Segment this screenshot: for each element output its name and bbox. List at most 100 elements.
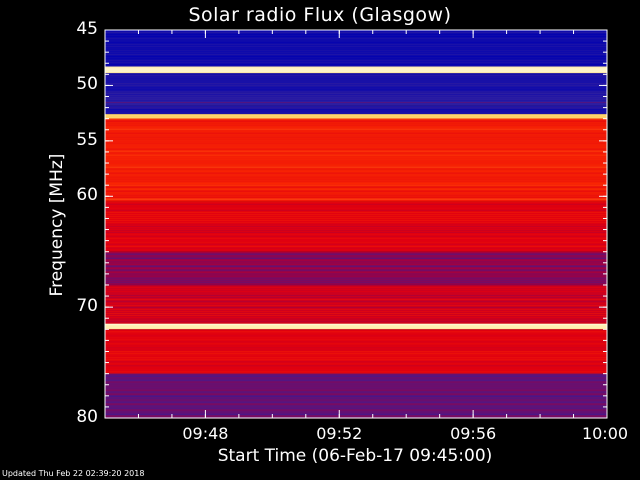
band-texture-line — [105, 407, 607, 409]
band-texture-line — [105, 365, 607, 367]
band-texture-line — [105, 298, 607, 300]
band-texture-line — [105, 34, 607, 35]
band-texture-line — [105, 335, 607, 337]
band-texture-line — [105, 40, 607, 41]
band-texture-line — [105, 333, 607, 335]
band-texture-line — [105, 148, 607, 150]
band-texture-line — [105, 379, 607, 381]
band-texture-line — [105, 184, 607, 186]
band-texture-line — [105, 73, 607, 75]
band-texture-line — [105, 180, 607, 182]
band-texture-line — [105, 120, 607, 122]
band-texture-line — [105, 213, 607, 215]
band-texture-line — [105, 194, 607, 196]
band-texture-line — [105, 367, 607, 369]
band-texture-line — [105, 261, 607, 263]
band-texture-line — [105, 142, 607, 144]
band-texture-line — [105, 373, 607, 375]
band-texture-line — [105, 223, 607, 225]
band-texture-line — [105, 124, 607, 126]
band-texture-line — [105, 83, 607, 85]
band-texture-line — [105, 46, 607, 47]
band-texture-line — [105, 182, 607, 184]
band-texture-line — [105, 249, 607, 251]
band-texture-line — [105, 178, 607, 180]
band-texture-line — [105, 300, 607, 302]
band-texture-line — [105, 130, 607, 132]
band-texture-line — [105, 150, 607, 152]
band-texture-line — [105, 281, 607, 283]
band-texture-line — [105, 357, 607, 359]
band-texture-line — [105, 341, 607, 343]
band-texture-line — [105, 219, 607, 221]
band-texture-line — [105, 401, 607, 403]
band-texture-line — [105, 361, 607, 363]
band-texture-line — [105, 162, 607, 164]
band-texture-line — [105, 134, 607, 136]
band-texture-line — [105, 395, 607, 397]
band-texture-line — [105, 389, 607, 391]
band-texture-line — [105, 36, 607, 37]
band-texture-line — [105, 363, 607, 365]
band-texture-line — [105, 158, 607, 160]
band-texture-line — [105, 192, 607, 194]
band-texture-line — [105, 170, 607, 172]
band-texture-line — [105, 100, 607, 102]
band-texture-line — [105, 292, 607, 294]
band-texture-line — [105, 172, 607, 174]
band-texture-line — [105, 60, 607, 61]
band-texture-line — [105, 322, 607, 324]
band-texture-line — [105, 393, 607, 395]
y-tick-label: 55 — [76, 129, 98, 150]
x-tick-label: 09:48 — [182, 424, 229, 443]
band-texture-line — [105, 399, 607, 401]
band-texture-line — [105, 62, 607, 63]
band-texture-line — [105, 102, 607, 104]
band-texture-line — [105, 409, 607, 411]
band-texture-line — [105, 263, 607, 265]
band-texture-line — [105, 235, 607, 237]
band-texture-line — [105, 233, 607, 235]
band-texture-line — [105, 385, 607, 387]
band-texture-line — [105, 111, 607, 113]
band-texture-line — [105, 207, 607, 209]
band-texture-line — [105, 314, 607, 316]
band-texture-line — [105, 87, 607, 89]
band-texture-line — [105, 239, 607, 241]
band-texture-line — [105, 288, 607, 290]
band-texture-line — [105, 146, 607, 148]
band-texture-line — [105, 152, 607, 154]
band-texture-line — [105, 283, 607, 285]
band-texture-line — [105, 174, 607, 176]
band-texture-line — [105, 140, 607, 142]
band-texture-line — [105, 50, 607, 51]
band-texture-line — [105, 273, 607, 275]
band-texture-line — [105, 118, 607, 120]
band-texture-line — [105, 343, 607, 345]
band-texture-line — [105, 265, 607, 267]
band-texture-line — [105, 347, 607, 349]
band-texture-line — [105, 156, 607, 158]
band-texture-line — [105, 381, 607, 383]
band-texture-line — [105, 243, 607, 245]
updated-timestamp: Updated Thu Feb 22 02:39:20 2018 — [2, 469, 145, 478]
band-texture-line — [105, 387, 607, 389]
band-texture-line — [105, 241, 607, 243]
y-tick-label: 60 — [76, 185, 98, 206]
band-texture-line — [105, 405, 607, 407]
band-texture-line — [105, 56, 607, 57]
band-texture-line — [105, 245, 607, 247]
band-texture-line — [105, 66, 607, 68]
band-texture-line — [105, 351, 607, 353]
band-texture-line — [105, 188, 607, 190]
x-tick-label: 09:52 — [316, 424, 363, 443]
y-axis-title: Frequency [MHz] — [47, 153, 67, 297]
band-texture-line — [105, 277, 607, 279]
band-texture-line — [105, 329, 607, 331]
band-texture-line — [105, 320, 607, 322]
band-texture-line — [105, 290, 607, 292]
band-texture-line — [105, 176, 607, 178]
band-texture-line — [105, 72, 607, 74]
band-texture-line — [105, 154, 607, 156]
band-texture-line — [105, 126, 607, 128]
